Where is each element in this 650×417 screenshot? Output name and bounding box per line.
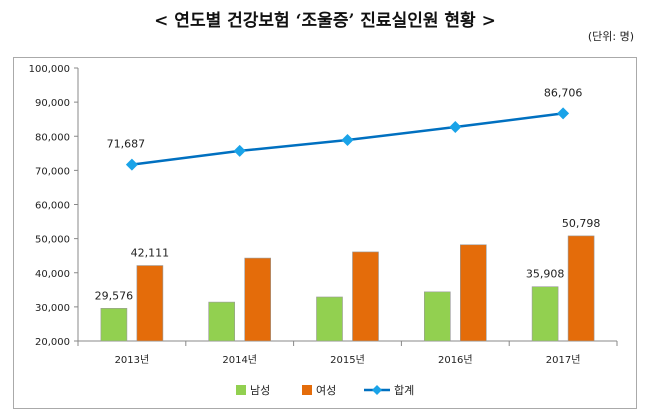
y-tick-label: 50,000 xyxy=(35,235,70,246)
data-label: 35,908 xyxy=(526,268,565,281)
data-label: 86,706 xyxy=(544,86,583,99)
x-tick-label: 2017년 xyxy=(546,354,581,366)
y-tick-label: 40,000 xyxy=(35,269,70,280)
line-marker xyxy=(233,144,246,157)
chart-frame xyxy=(13,57,637,409)
x-tick-label: 2016년 xyxy=(438,354,473,366)
bar-여성 xyxy=(352,251,379,342)
legend-label: 남성 xyxy=(250,384,270,397)
data-label: 42,111 xyxy=(131,247,170,260)
bar-남성 xyxy=(316,296,343,342)
legend-label: 여성 xyxy=(316,384,336,397)
line-marker xyxy=(341,134,354,147)
x-tick-label: 2014년 xyxy=(222,354,257,366)
chart-title: < 연도별 건강보험 ‘조울증’ 진료실인원 현황 > xyxy=(154,11,496,31)
bar-여성 xyxy=(567,235,595,342)
data-label: 29,576 xyxy=(95,289,134,302)
legend-swatch xyxy=(236,385,246,395)
legend-swatch xyxy=(302,385,312,395)
line-marker xyxy=(557,107,570,120)
legend-label: 합계 xyxy=(394,384,414,397)
x-tick-label: 2015년 xyxy=(330,354,365,366)
bar-남성 xyxy=(531,286,559,342)
data-label: 71,687 xyxy=(107,138,146,151)
y-tick-label: 60,000 xyxy=(35,201,70,212)
line-marker xyxy=(449,121,462,134)
bar-남성 xyxy=(423,291,451,342)
unit-label: (단위: 명) xyxy=(587,30,634,43)
y-tick-label: 20,000 xyxy=(35,337,70,348)
y-tick-label: 90,000 xyxy=(35,98,70,109)
y-tick-label: 100,000 xyxy=(29,64,70,75)
y-tick-label: 30,000 xyxy=(35,303,70,314)
bar-남성 xyxy=(208,301,235,342)
x-tick-label: 2013년 xyxy=(115,354,150,366)
bar-여성 xyxy=(244,257,271,342)
line-marker xyxy=(125,158,138,171)
y-tick-label: 80,000 xyxy=(35,132,70,143)
data-label: 50,798 xyxy=(562,217,601,230)
bar-여성 xyxy=(459,244,487,342)
y-tick-label: 70,000 xyxy=(35,166,70,177)
bar-남성 xyxy=(100,308,128,342)
bar-여성 xyxy=(136,265,164,342)
legend-marker xyxy=(372,385,382,395)
